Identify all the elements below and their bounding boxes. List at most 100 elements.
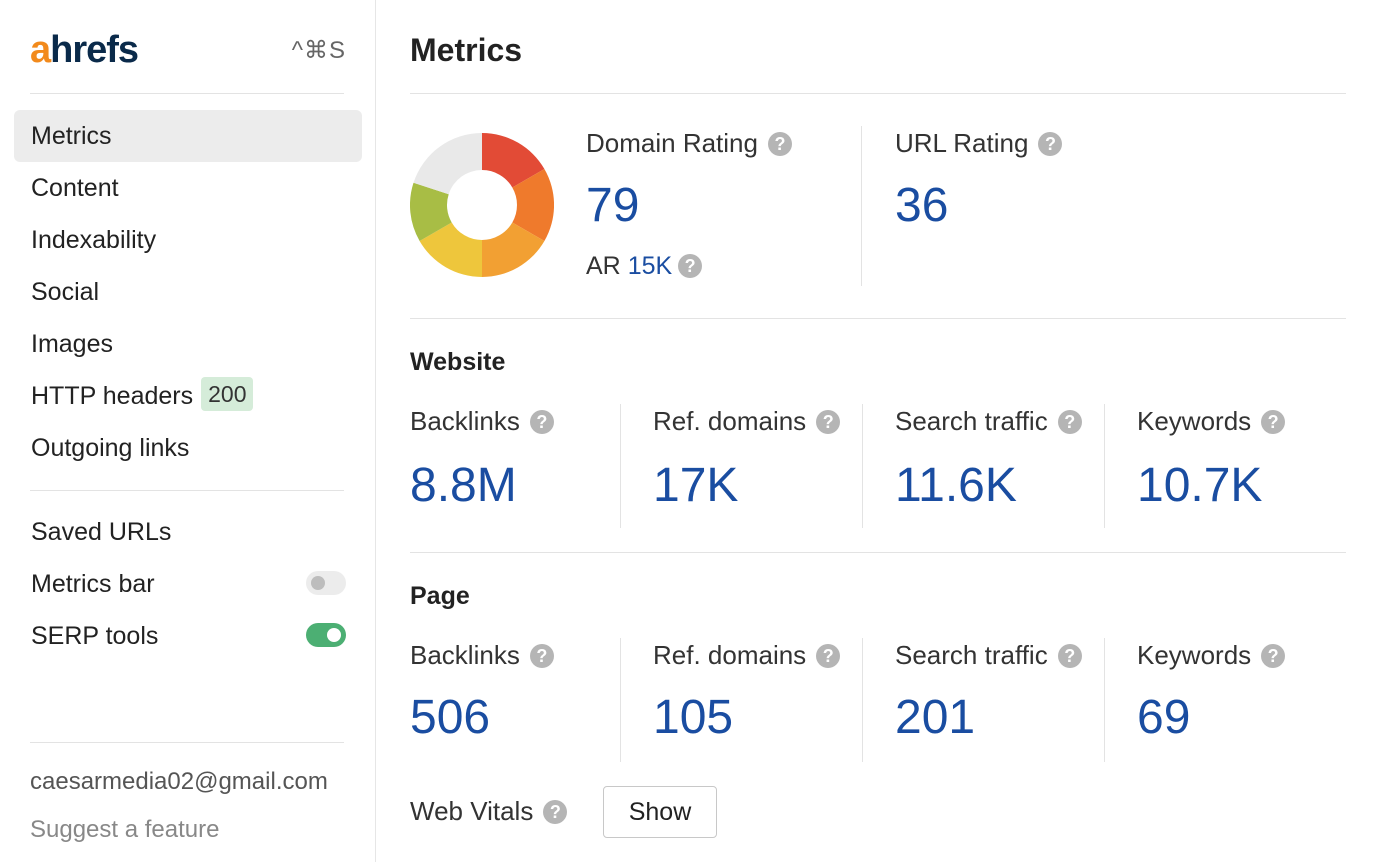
donut-segment — [419, 222, 482, 277]
sidebar-item-metrics-bar[interactable]: Metrics bar — [14, 558, 362, 610]
page-keywords-value[interactable]: 69 — [1137, 691, 1191, 744]
metric-label-text: Ref. domains — [653, 640, 807, 670]
metric-label-text: Backlinks — [410, 406, 520, 436]
donut-segment — [482, 133, 545, 188]
domain-rating-label-text: Domain Rating — [586, 128, 758, 158]
domain-rating-value: 79 — [586, 179, 640, 232]
website-backlinks-label: Backlinks? — [410, 406, 554, 437]
help-icon[interactable]: ? — [1057, 410, 1082, 434]
help-icon[interactable]: ? — [767, 132, 792, 156]
page-title: Metrics — [410, 32, 523, 68]
sidebar-item-outgoing-links[interactable]: Outgoing links — [14, 422, 362, 474]
column-divider — [862, 404, 863, 528]
donut-segment — [512, 169, 554, 241]
metric-label-text: Backlinks — [410, 640, 520, 670]
column-divider — [1104, 404, 1105, 528]
help-icon[interactable]: ? — [529, 644, 554, 668]
page-backlinks-label: Backlinks? — [410, 640, 554, 671]
metric-label-text: Keywords — [1137, 640, 1252, 670]
sidebar-item-label: Images — [31, 330, 113, 358]
website-backlinks-value[interactable]: 8.8M — [410, 459, 517, 512]
sidebar-item-social[interactable]: Social — [14, 266, 362, 318]
sidebar-item-serp-tools[interactable]: SERP tools — [14, 610, 362, 662]
toggle-knob — [327, 628, 341, 642]
metrics-bar-toggle[interactable] — [306, 571, 346, 595]
section-divider — [410, 318, 1346, 319]
donut-segment — [413, 133, 482, 195]
url-rating-value: 36 — [895, 179, 949, 232]
website-keywords-label: Keywords? — [1137, 406, 1286, 437]
suggest-feature-link[interactable]: Suggest a feature — [30, 816, 220, 843]
website-section-title: Website — [410, 348, 506, 376]
sidebar-item-http-headers[interactable]: HTTP headers 200 — [14, 370, 362, 422]
sidebar-item-label: Metrics — [31, 122, 112, 150]
sidebar-item-label: Outgoing links — [31, 434, 190, 462]
help-icon[interactable]: ? — [1261, 644, 1286, 668]
sidebar-item-images[interactable]: Images — [14, 318, 362, 370]
sidebar-item-label: Social — [31, 278, 100, 306]
sidebar-item-saved-urls[interactable]: Saved URLs — [14, 506, 362, 558]
sidebar-item-label: HTTP headers — [31, 382, 194, 410]
sidebar-item-label: Indexability — [31, 226, 157, 254]
page-ref-domains-value[interactable]: 105 — [653, 691, 734, 744]
donut-segment — [482, 222, 545, 277]
help-icon[interactable]: ? — [816, 644, 841, 668]
help-icon[interactable]: ? — [1057, 644, 1082, 668]
help-icon[interactable]: ? — [1261, 410, 1286, 434]
web-vitals-show-button[interactable]: Show — [603, 786, 717, 838]
help-icon[interactable]: ? — [816, 410, 841, 434]
column-divider — [1104, 638, 1105, 762]
sidebar-item-indexability[interactable]: Indexability — [14, 214, 362, 266]
help-icon[interactable]: ? — [1038, 132, 1063, 156]
main-panel: Metrics Domain Rating? 79 AR 15K? URL Ra… — [410, 0, 1346, 862]
metric-label-text: Ref. domains — [653, 406, 807, 436]
website-ref-domains-value[interactable]: 17K — [653, 459, 739, 512]
url-rating-label: URL Rating? — [895, 128, 1063, 159]
column-divider — [861, 126, 862, 286]
donut-segment — [410, 182, 452, 241]
section-divider — [410, 552, 1346, 553]
sidebar-divider — [30, 490, 344, 491]
website-ref-domains-label: Ref. domains? — [653, 406, 841, 437]
page-ref-domains-label: Ref. domains? — [653, 640, 841, 671]
toggle-knob — [311, 576, 325, 590]
logo-accent: a — [30, 29, 51, 71]
website-keywords-value[interactable]: 10.7K — [1137, 459, 1263, 512]
metric-label-text: Search traffic — [895, 640, 1048, 670]
metric-label-text: Keywords — [1137, 406, 1252, 436]
help-icon[interactable]: ? — [529, 410, 554, 434]
help-icon[interactable]: ? — [678, 254, 703, 278]
ahrefs-rank: AR 15K? — [586, 252, 703, 281]
page-search-traffic-value[interactable]: 201 — [895, 691, 976, 744]
url-rating-label-text: URL Rating — [895, 128, 1029, 158]
sidebar-item-label: Saved URLs — [31, 518, 172, 546]
domain-rating-donut-chart — [410, 133, 554, 277]
column-divider — [620, 404, 621, 528]
sidebar-divider — [30, 93, 344, 94]
column-divider — [620, 638, 621, 762]
sidebar-item-label: SERP tools — [31, 622, 159, 650]
section-divider — [410, 93, 1346, 94]
sidebar-item-label: Metrics bar — [31, 570, 155, 598]
website-search-traffic-value[interactable]: 11.6K — [895, 459, 1017, 512]
page-search-traffic-label: Search traffic? — [895, 640, 1082, 671]
ahrefs-logo[interactable]: ahrefs — [30, 29, 139, 71]
web-vitals-label-text: Web Vitals — [410, 796, 534, 826]
sidebar-divider — [30, 742, 344, 743]
ar-value[interactable]: 15K — [627, 252, 673, 280]
metric-label-text: Search traffic — [895, 406, 1048, 436]
column-divider — [862, 638, 863, 762]
status-code-badge: 200 — [201, 377, 254, 411]
sidebar-item-metrics[interactable]: Metrics — [14, 110, 362, 162]
website-search-traffic-label: Search traffic? — [895, 406, 1082, 437]
page-backlinks-value[interactable]: 506 — [410, 691, 491, 744]
account-email: caesarmedia02@gmail.com — [30, 768, 328, 795]
keyboard-shortcut: ^⌘S — [291, 37, 346, 64]
serp-tools-toggle[interactable] — [306, 623, 346, 647]
sidebar-item-label: Content — [31, 174, 119, 202]
logo-rest: hrefs — [50, 29, 139, 71]
help-icon[interactable]: ? — [543, 800, 568, 824]
sidebar-item-content[interactable]: Content — [14, 162, 362, 214]
domain-rating-label: Domain Rating? — [586, 128, 792, 159]
page-section-title: Page — [410, 582, 470, 610]
